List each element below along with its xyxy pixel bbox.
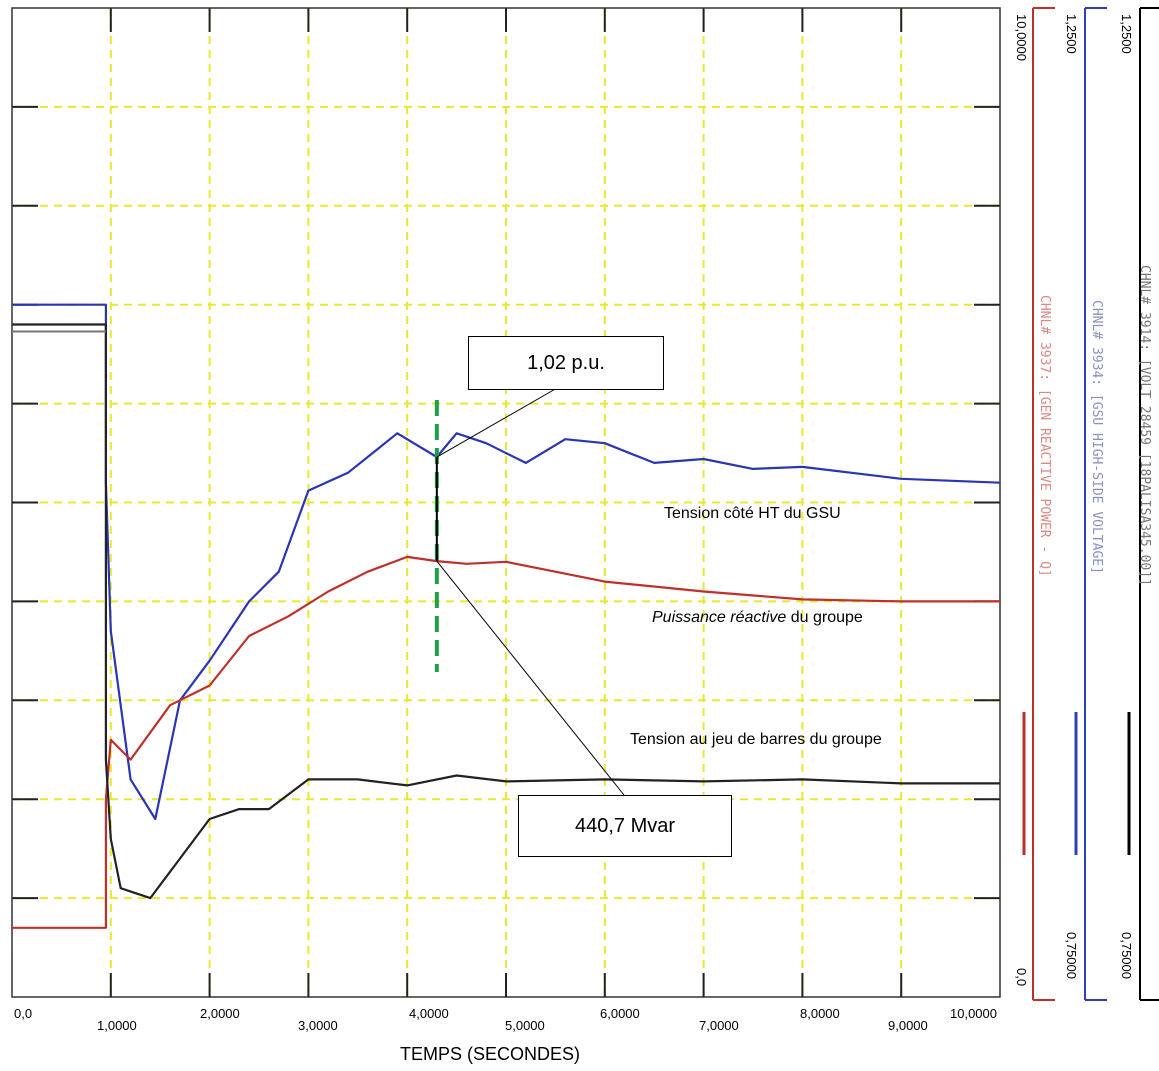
- reactive-power-label-rest: du groupe: [786, 609, 863, 626]
- x-tick-label: 7,0000: [699, 1018, 739, 1033]
- gsu-voltage-label: Tension côté HT du GSU: [664, 505, 841, 522]
- black-axis-max-label: 1,2500: [1119, 14, 1134, 54]
- x-tick-label: 6,0000: [600, 1006, 640, 1021]
- red-axis-channel-label: CHNL# 3937: [GEN REACTIVE POWER - Q]: [1037, 295, 1052, 577]
- bus-voltage-label: Tension au jeu de barres du groupe: [630, 731, 882, 748]
- x-tick-label: 2,0000: [200, 1006, 240, 1021]
- blue-axis-min-label: 0,75000: [1064, 932, 1079, 979]
- x-tick-label: 5,0000: [505, 1018, 545, 1033]
- x-tick-label: 0,0: [14, 1006, 33, 1021]
- x-tick-label: 3,0000: [298, 1018, 338, 1033]
- x-axis-title: TEMPS (SECONDES): [400, 1044, 581, 1064]
- bus-voltage-series: [12, 323, 1000, 900]
- black-axis-min-label: 0,75000: [1119, 932, 1134, 979]
- red-axis-min-label: 0,0: [1014, 968, 1029, 987]
- reactive-power-label-italic: Puissance réactive: [652, 609, 787, 626]
- gsu-voltage-series: [12, 303, 1001, 821]
- reactive-power-label: Puissance réactive du groupe: [652, 609, 863, 627]
- x-tick-label: 9,0000: [888, 1018, 928, 1033]
- blue-axis-max-label: 1,2500: [1064, 14, 1079, 54]
- x-tick-label: 8,0000: [800, 1006, 840, 1021]
- red-axis-max-label: 10,0000: [1014, 14, 1029, 61]
- black-axis-channel-label: CHNL# 3914: [VOLT 28459 [18PALISA345.00]…: [1137, 265, 1152, 586]
- blue-axis-channel-label: CHNL# 3934: [GSU HIGH-SIDE VOLTAGE]: [1089, 300, 1104, 574]
- x-tick-label: 4,0000: [409, 1006, 449, 1021]
- x-tick-label: 1,0000: [97, 1018, 137, 1033]
- reactive-power-series: [12, 555, 1000, 929]
- mvar-leader-line: [436, 560, 625, 796]
- mvar-callout: 440,7 Mvar: [518, 795, 732, 857]
- voltage-callout: 1,02 p.u.: [468, 336, 664, 390]
- voltage-leader-line: [436, 387, 558, 458]
- x-tick-label: 10,0000: [950, 1006, 997, 1021]
